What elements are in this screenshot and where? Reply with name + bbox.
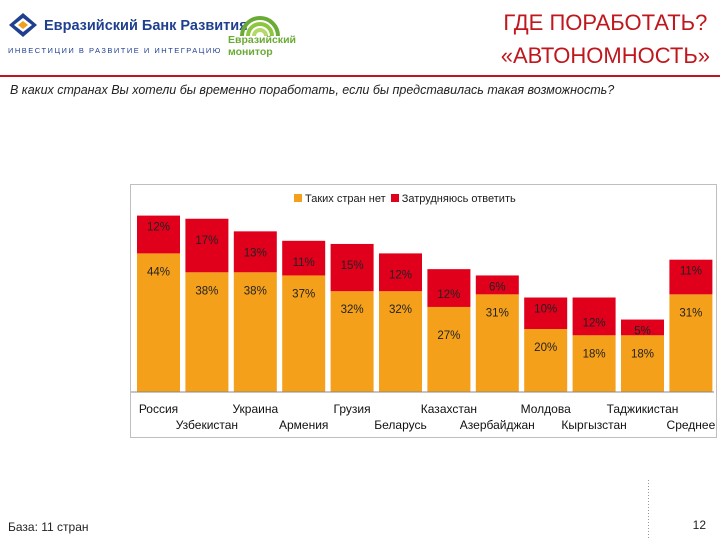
data-label-no-countries: 37% xyxy=(292,288,315,300)
data-label-no-countries: 18% xyxy=(583,348,606,360)
bar-segment-no-countries xyxy=(475,294,519,392)
data-label-hard-to-say: 11% xyxy=(680,266,702,278)
bar-segment-no-countries xyxy=(572,335,616,392)
bank-logo: Евразийский Банк Развития ИНВЕСТИЦИИ В Р… xyxy=(8,12,248,58)
bar-segment-hard-to-say xyxy=(233,231,277,273)
bar-segment-no-countries xyxy=(524,329,568,392)
data-label-no-countries: 38% xyxy=(195,285,218,297)
bar-segment-no-countries xyxy=(282,275,326,392)
data-label-no-countries: 27% xyxy=(437,330,460,342)
header-divider xyxy=(0,75,720,77)
data-label-no-countries: 32% xyxy=(389,304,412,316)
bar-segment-hard-to-say xyxy=(137,215,180,254)
data-label-no-countries: 20% xyxy=(534,342,557,354)
data-label-no-countries: 38% xyxy=(244,285,267,297)
page-title: ГДЕ ПОРАБОТАТЬ? «АВТОНОМНОСТЬ» xyxy=(501,6,710,72)
legend-item-hard-to-say: Затрудняюсь ответить xyxy=(390,193,516,205)
page-number: 12 xyxy=(692,518,706,532)
legend-label-hard-to-say: Затрудняюсь ответить xyxy=(401,193,516,205)
rainbow-icon xyxy=(240,16,280,36)
chart-legend: Таких стран нет Затрудняюсь ответить xyxy=(294,193,518,205)
survey-question: В каких странах Вы хотели бы временно по… xyxy=(10,83,615,97)
category-label: Азербайджан xyxy=(460,418,535,432)
page-title-line1: ГДЕ ПОРАБОТАТЬ? xyxy=(503,10,708,35)
data-label-hard-to-say: 17% xyxy=(195,235,218,247)
data-label-hard-to-say: 15% xyxy=(341,260,364,272)
legend-swatch-orange xyxy=(294,194,302,202)
bar-segment-hard-to-say xyxy=(185,218,229,273)
bar-segment-hard-to-say xyxy=(330,243,374,292)
bar-segment-no-countries xyxy=(330,291,374,392)
data-label-hard-to-say: 5% xyxy=(634,326,651,338)
bar-segment-no-countries xyxy=(185,272,229,392)
monitor-name-line2: монитор xyxy=(228,46,273,58)
category-label: Беларусь xyxy=(374,418,426,432)
bank-tagline: ИНВЕСТИЦИИ В РАЗВИТИЕ И ИНТЕГРАЦИЮ xyxy=(8,46,222,55)
legend-item-no-countries: Таких стран нет xyxy=(294,193,386,205)
category-label: Кыргызстан xyxy=(561,418,626,432)
bank-name: Евразийский Банк Развития xyxy=(44,18,248,34)
base-note: База: 11 стран xyxy=(8,520,89,534)
bar-segment-no-countries xyxy=(137,253,180,392)
bank-logo-icon xyxy=(9,13,37,37)
data-label-hard-to-say: 12% xyxy=(147,222,170,234)
category-label: Узбекистан xyxy=(176,418,238,432)
bar-segment-no-countries xyxy=(233,272,277,392)
category-label: Армения xyxy=(279,418,328,432)
category-label: Молдова xyxy=(521,402,571,416)
bar-segment-no-countries xyxy=(621,335,664,392)
data-label-no-countries: 31% xyxy=(679,307,702,319)
bar-segment-no-countries xyxy=(669,294,713,392)
legend-label-no-countries: Таких стран нет xyxy=(305,193,386,205)
category-label: Украина xyxy=(232,402,278,416)
category-label: Казахстан xyxy=(421,402,477,416)
monitor-name-line1: Евразийский xyxy=(228,34,296,46)
category-label: Таджикистан xyxy=(607,402,679,416)
monitor-logo: Евразийский монитор xyxy=(228,14,312,58)
category-label: Грузия xyxy=(334,402,371,416)
data-label-no-countries: 44% xyxy=(147,266,170,278)
decorative-dotted-line xyxy=(648,480,649,540)
data-label-no-countries: 18% xyxy=(631,348,654,360)
data-label-hard-to-say: 12% xyxy=(437,289,460,301)
data-label-no-countries: 31% xyxy=(486,307,509,319)
data-label-hard-to-say: 6% xyxy=(489,281,506,293)
bar-segment-hard-to-say xyxy=(524,297,568,329)
bar-segment-hard-to-say xyxy=(427,269,471,307)
data-label-hard-to-say: 13% xyxy=(244,247,267,259)
data-label-hard-to-say: 11% xyxy=(293,257,315,269)
bar-segment-no-countries xyxy=(379,291,422,392)
bar-segment-hard-to-say xyxy=(621,319,664,336)
data-label-no-countries: 32% xyxy=(341,304,364,316)
category-label: Среднее xyxy=(667,418,716,432)
data-label-hard-to-say: 12% xyxy=(389,269,412,281)
data-label-hard-to-say: 12% xyxy=(583,318,606,330)
legend-swatch-red xyxy=(390,194,399,202)
bar-segment-hard-to-say xyxy=(475,275,519,295)
bar-segment-hard-to-say xyxy=(282,240,326,276)
data-label-hard-to-say: 10% xyxy=(534,304,557,316)
bar-segment-hard-to-say xyxy=(379,253,422,292)
bar-segment-hard-to-say xyxy=(572,297,616,336)
category-label: Россия xyxy=(139,402,178,416)
bar-segment-hard-to-say xyxy=(669,259,713,295)
bar-segment-no-countries xyxy=(427,306,471,392)
page-title-line2: «АВТОНОМНОСТЬ» xyxy=(500,43,710,68)
